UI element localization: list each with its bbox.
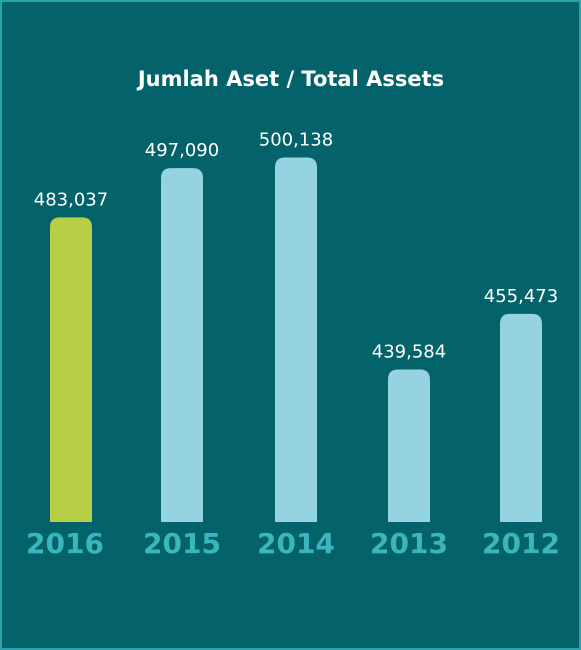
bar xyxy=(50,217,92,523)
value-label: 439,584 xyxy=(372,341,446,362)
value-label: 497,090 xyxy=(145,140,219,161)
x-tick-label: 2014 xyxy=(257,527,335,560)
bar xyxy=(388,369,430,522)
chart-title: Jumlah Aset / Total Assets xyxy=(136,67,444,91)
x-tick-label: 2015 xyxy=(143,527,221,560)
bar xyxy=(161,168,203,522)
value-label: 455,473 xyxy=(484,286,558,307)
x-tick-label: 2016 xyxy=(26,527,104,560)
bar xyxy=(275,157,317,522)
x-tick-label: 2012 xyxy=(482,527,560,560)
value-label: 483,037 xyxy=(34,189,108,210)
bar xyxy=(500,313,542,522)
value-label: 500,138 xyxy=(259,130,333,151)
x-tick-label: 2013 xyxy=(370,527,448,560)
